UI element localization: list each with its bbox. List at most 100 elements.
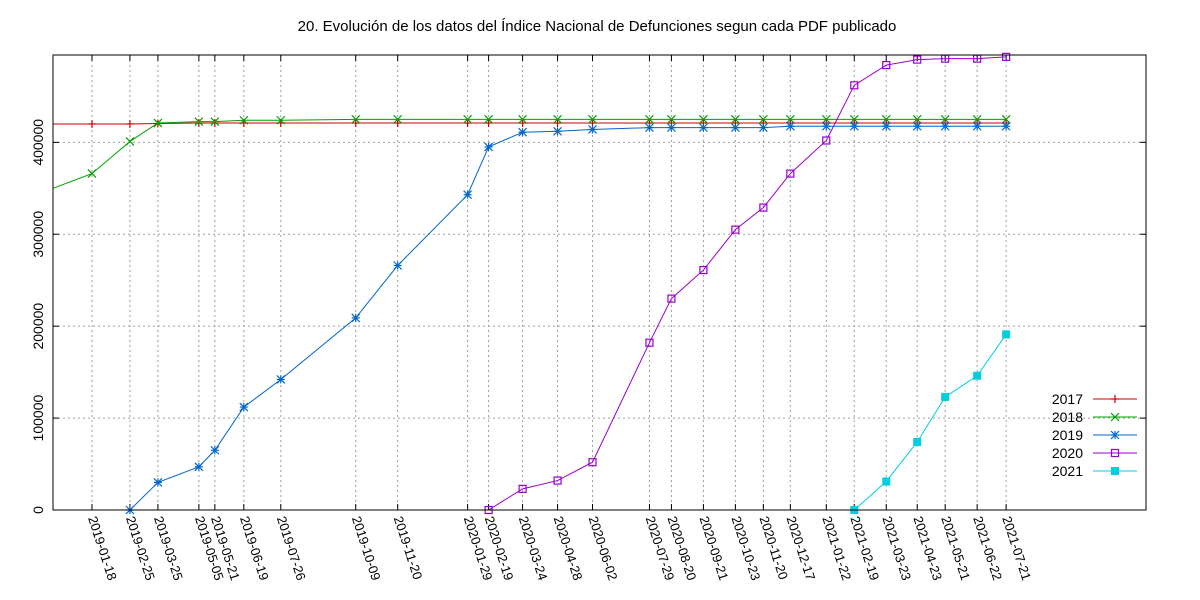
x-tick-label: 2021-07-21 [999,514,1034,582]
data-point [553,476,562,485]
legend-label: 2019 [1052,427,1083,443]
series-line-2020 [488,56,1007,511]
x-tick-label: 2019-02-25 [123,514,158,582]
data-point [239,402,249,412]
x-tick-label: 2021-01-22 [819,514,854,582]
data-point [276,375,286,384]
y-tick-label: 0 [30,506,46,514]
legend-item-2019: 2019 [1052,427,1137,443]
data-point [785,114,795,124]
series-lines [52,52,1011,515]
y-tick-label: 300000 [30,211,46,258]
data-point [351,114,361,124]
x-tick-label: 2019-01-18 [85,514,120,582]
legend: 2017 2018 2019 2020 2021 [1052,391,1137,479]
x-tick-label: 2021-04-23 [910,514,945,582]
legend-label: 2017 [1052,391,1083,407]
legend-marker [1111,395,1119,403]
data-point [941,392,950,401]
legend-marker [1111,467,1119,475]
data-point [125,136,135,146]
x-tick-label: 2019-06-19 [237,514,272,582]
legend-label: 2020 [1052,445,1083,461]
data-point [882,477,891,486]
x-tick-label: 2019-11-20 [391,514,426,581]
data-point [913,55,922,64]
x-tick-label: 2019-10-09 [349,514,384,582]
data-point [210,445,220,455]
data-point [1002,52,1011,61]
data-point [351,313,361,323]
series-2018 [52,114,1011,189]
legend-marker [1110,430,1120,440]
data-point [588,458,597,467]
data-point [730,123,740,133]
data-point [393,261,403,270]
data-point [972,114,982,124]
data-point [821,114,831,124]
series-2019 [125,121,1011,515]
data-point [850,81,859,90]
data-point [210,117,220,127]
data-point [484,114,494,124]
data-point [210,119,219,128]
x-tick-label: 2020-06-02 [586,514,621,582]
plot-frame [52,54,1147,511]
data-point [881,121,891,131]
legend-marker [1110,412,1120,422]
data-point [730,114,740,124]
y-tick-label: 400000 [30,119,46,166]
data-point [588,114,597,124]
data-point [758,123,768,133]
x-tick-label: 2021-03-23 [879,514,914,582]
data-point [882,61,891,70]
x-tick-label: 2021-06-22 [970,514,1005,582]
data-point [667,114,676,124]
data-point [759,203,768,212]
legend-item-2021: 2021 [1052,463,1137,479]
data-point [484,142,494,152]
data-point [912,114,922,124]
series-line-2021 [853,334,1007,511]
data-point [645,123,654,133]
data-point [821,121,831,131]
data-point [87,169,97,179]
legend-item-2020: 2020 [1052,445,1137,461]
data-point [518,119,527,128]
x-tick-label: 2019-07-26 [274,514,309,582]
data-point [518,484,527,493]
data-point [194,119,203,128]
data-point [1002,330,1011,339]
data-point [881,114,891,124]
data-point [1001,121,1011,131]
data-point [553,126,562,136]
data-point [194,117,204,127]
data-point [645,338,654,347]
data-point [518,127,527,137]
data-point [972,121,982,131]
data-point [518,114,527,124]
data-point [393,114,403,124]
data-point [553,119,562,128]
legend-item-2017: 2017 [1052,391,1137,407]
series-2021 [850,330,1011,514]
data-point [239,115,249,125]
data-point [849,121,859,131]
chart-title: 20. Evolución de los datos del Índice Na… [298,18,897,35]
y-tick-label: 100000 [30,395,46,442]
x-tick-label: 2020-10-23 [729,514,764,582]
legend-label: 2021 [1052,463,1083,479]
legend-label: 2018 [1052,409,1083,425]
data-point [698,114,708,124]
y-tick-label: 200000 [30,303,46,350]
data-point [940,114,950,124]
x-tick-label: 2020-03-24 [516,514,551,582]
data-point [393,119,402,128]
data-point [125,119,134,128]
data-point [849,114,859,124]
data-point [912,121,922,131]
data-point [698,123,708,133]
series-2020 [484,52,1011,515]
